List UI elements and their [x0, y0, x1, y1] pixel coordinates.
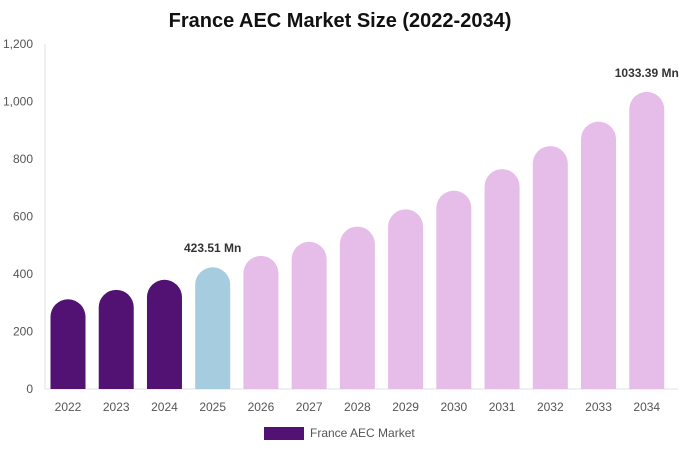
- bar-2025: [195, 267, 231, 389]
- x-tick-label: 2032: [537, 400, 564, 414]
- bars-group: [50, 91, 665, 389]
- data-labels-group: 423.51 Mn 1033.39 Mn: [184, 66, 679, 255]
- x-tick-label: 2028: [344, 400, 371, 414]
- x-tick-label: 2026: [248, 400, 275, 414]
- x-tick-label: 2024: [151, 400, 178, 414]
- y-tick-label: 800: [13, 152, 33, 166]
- bar-2033: [581, 121, 617, 389]
- data-label: 1033.39 Mn: [615, 66, 679, 80]
- y-axis: 0 200 400 600 800 1,000 1,200: [3, 37, 46, 396]
- x-tick-label: 2033: [585, 400, 612, 414]
- x-tick-label: 2034: [633, 400, 660, 414]
- x-tick-label: 2030: [440, 400, 467, 414]
- bar-2030: [436, 190, 472, 389]
- bar-2029: [388, 209, 424, 389]
- legend-swatch: [264, 427, 304, 440]
- bar-2023: [98, 289, 134, 389]
- y-tick-label: 0: [26, 382, 33, 396]
- x-tick-label: 2029: [392, 400, 419, 414]
- bar-2034: [629, 91, 665, 389]
- y-tick-label: 200: [13, 325, 33, 339]
- bar-2026: [243, 255, 279, 389]
- bar-2028: [339, 226, 375, 389]
- bar-2031: [484, 169, 520, 389]
- x-tick-label: 2023: [103, 400, 130, 414]
- y-tick-label: 400: [13, 267, 33, 281]
- bar-2024: [146, 279, 182, 389]
- x-tick-label: 2031: [489, 400, 516, 414]
- x-tick-label: 2025: [199, 400, 226, 414]
- y-tick-label: 600: [13, 210, 33, 224]
- y-tick-label: 1,000: [3, 95, 33, 109]
- bar-2022: [50, 299, 86, 389]
- bar-2027: [291, 241, 327, 389]
- data-label: 423.51 Mn: [184, 241, 241, 255]
- bar-2032: [532, 146, 568, 389]
- x-tick-label: 2022: [55, 400, 82, 414]
- x-axis: 2022 2023 2024 2025 2026 2027 2028 2029 2030 2031…: [45, 388, 678, 414]
- y-tick-label: 1,200: [3, 37, 33, 51]
- chart-title: France AEC Market Size (2022-2034): [169, 10, 512, 32]
- legend-label: France AEC Market: [310, 426, 415, 440]
- x-tick-label: 2027: [296, 400, 323, 414]
- legend: France AEC Market: [264, 426, 415, 440]
